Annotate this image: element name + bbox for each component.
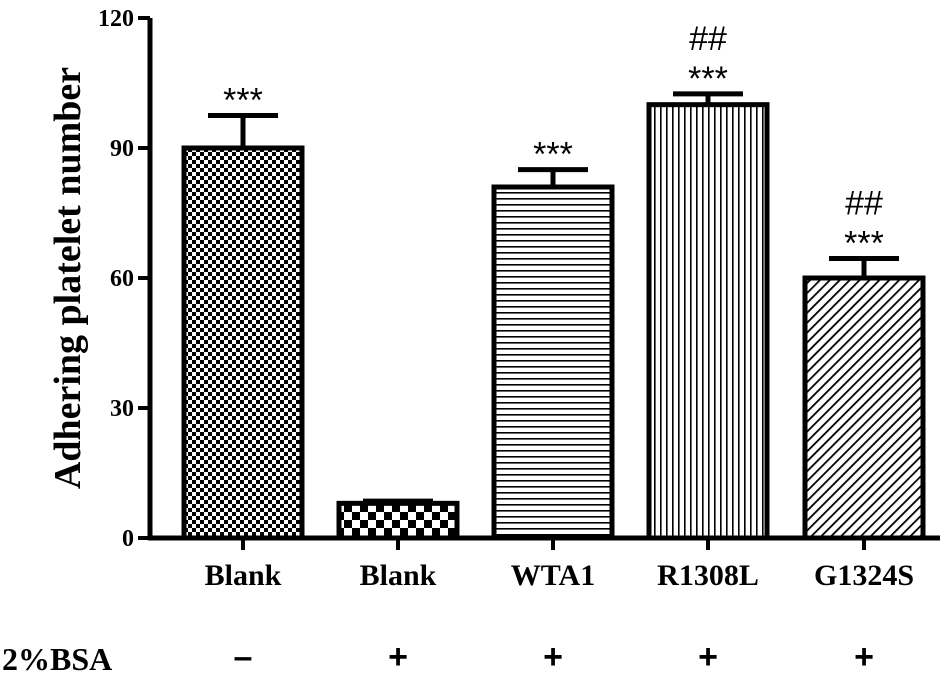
y-tick-label: 30 xyxy=(110,396,134,422)
condition-sign: + xyxy=(543,638,563,676)
significance-hash: ## xyxy=(689,20,727,58)
y-axis-label: Adhering platelet number xyxy=(47,67,89,489)
bar xyxy=(336,500,460,541)
x-tick-label: G1324S xyxy=(814,559,914,592)
x-tick-label: WTA1 xyxy=(511,559,595,592)
significance-stars: *** xyxy=(223,82,263,120)
y-tick-label: 120 xyxy=(98,6,134,32)
x-tick-label: Blank xyxy=(360,559,437,592)
bar xyxy=(646,102,770,541)
significance-stars: *** xyxy=(688,60,728,98)
condition-sign: – xyxy=(234,638,253,676)
condition-label: 2%BSA xyxy=(2,641,112,677)
condition-sign: + xyxy=(854,638,874,676)
bars xyxy=(181,91,926,541)
labels: 0306090120***Blank–Blank+***WTA1+***##R1… xyxy=(98,6,914,676)
significance-stars: *** xyxy=(844,225,884,263)
x-tick-label: R1308L xyxy=(657,559,759,592)
significance-stars: *** xyxy=(533,136,573,174)
condition-sign: + xyxy=(388,638,408,676)
bar xyxy=(491,184,615,541)
y-tick-label: 0 xyxy=(122,526,134,552)
bar xyxy=(181,145,305,541)
bar xyxy=(802,275,926,541)
y-tick-label: 90 xyxy=(110,136,134,162)
condition-sign: + xyxy=(698,638,718,676)
x-tick-label: Blank xyxy=(205,559,282,592)
y-tick-label: 60 xyxy=(110,266,134,292)
significance-hash: ## xyxy=(845,185,883,223)
